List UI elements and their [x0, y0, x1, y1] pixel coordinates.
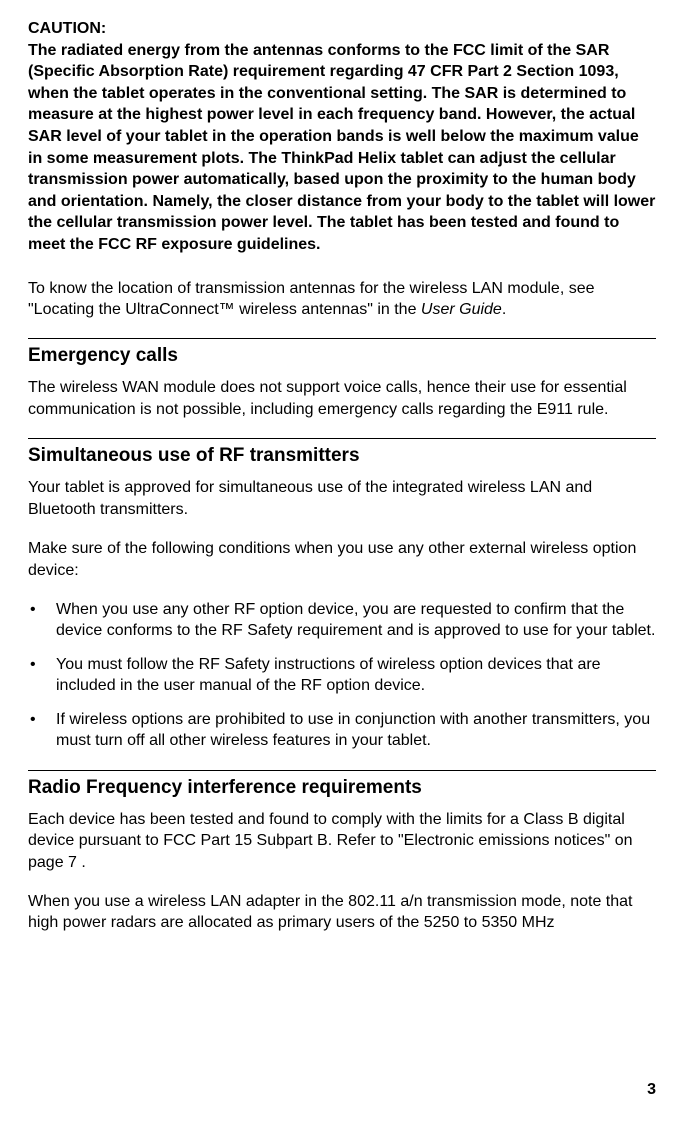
- antenna-para-post: .: [502, 301, 506, 318]
- page-number: 3: [647, 1081, 656, 1099]
- caution-block: CAUTION: The radiated energy from the an…: [28, 18, 656, 256]
- rfi-p2: When you use a wireless LAN adapter in t…: [28, 891, 656, 934]
- simul-intro1: Your tablet is approved for simultaneous…: [28, 477, 656, 520]
- rfi-heading: Radio Frequency interference requirement…: [28, 777, 656, 799]
- list-item: When you use any other RF option device,…: [28, 599, 656, 642]
- antenna-para-italic: User Guide: [421, 301, 502, 318]
- antenna-location-para: To know the location of transmission ant…: [28, 278, 656, 321]
- caution-body: The radiated energy from the antennas co…: [28, 42, 655, 253]
- caution-label: CAUTION:: [28, 20, 106, 37]
- list-item: You must follow the RF Safety instructio…: [28, 654, 656, 697]
- simul-intro2: Make sure of the following conditions wh…: [28, 538, 656, 581]
- divider: [28, 438, 656, 439]
- emergency-body: The wireless WAN module does not support…: [28, 377, 656, 420]
- divider: [28, 338, 656, 339]
- simul-heading: Simultaneous use of RF transmitters: [28, 445, 656, 467]
- list-item: If wireless options are prohibited to us…: [28, 709, 656, 752]
- divider: [28, 770, 656, 771]
- antenna-para-pre: To know the location of transmission ant…: [28, 280, 595, 318]
- rfi-p1: Each device has been tested and found to…: [28, 809, 656, 873]
- simul-bullet-list: When you use any other RF option device,…: [28, 599, 656, 752]
- emergency-heading: Emergency calls: [28, 345, 656, 367]
